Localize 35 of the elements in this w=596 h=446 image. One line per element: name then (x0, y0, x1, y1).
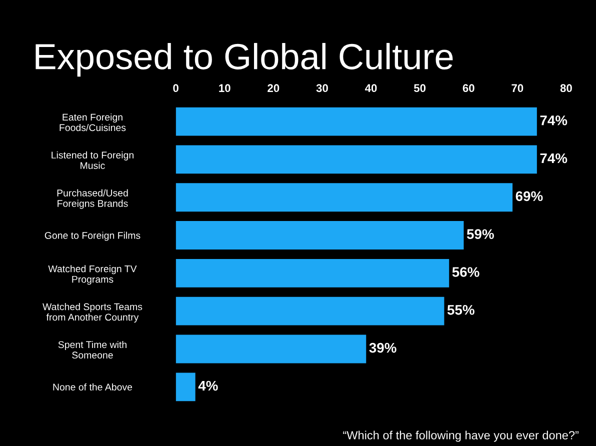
bar (176, 183, 513, 212)
x-tick-label: 40 (365, 84, 377, 92)
bar (176, 221, 464, 250)
y-tick-label: Gone to Foreign Films (44, 232, 140, 241)
bar (176, 145, 537, 174)
data-label: 56% (452, 267, 480, 277)
data-label: 74% (540, 153, 568, 164)
x-tick-label: 30 (316, 84, 328, 92)
y-tick-label: Spent Time with Someone (58, 340, 126, 359)
x-tick-label: 80 (560, 84, 572, 92)
y-tick-label: Watched Sports Teams from Another Country (42, 303, 142, 323)
y-tick-label: Eaten Foreign Foods/Cuisines (60, 113, 126, 132)
data-label: 69% (516, 191, 543, 202)
text: “Which of the following have you ever done?” (343, 430, 579, 442)
data-label: 59% (466, 229, 494, 239)
bar (176, 372, 196, 402)
bar (176, 296, 444, 326)
x-tick-label: 60 (462, 84, 474, 92)
chart-title: Exposed to Global Culture (36, 42, 453, 77)
x-tick-label: 10 (219, 84, 230, 92)
bar (176, 258, 450, 288)
x-tick-label: 70 (512, 84, 524, 92)
y-tick-label: Watched Foreign TV Programs (48, 265, 137, 285)
y-tick-label: Purchased/Used Foreigns Brands (57, 189, 128, 209)
y-tick-label: None of the Above (53, 383, 132, 391)
data-label: 55% (447, 305, 474, 315)
data-label: 4% (198, 380, 218, 391)
y-tick-label: Listened to Foreign Music (52, 151, 134, 170)
x-tick-label: 50 (414, 84, 426, 92)
data-label: 39% (369, 342, 396, 353)
bar (176, 107, 537, 136)
x-tick-label: 0 (173, 84, 178, 92)
data-label: 74% (540, 115, 568, 126)
bar (176, 334, 366, 364)
x-tick-label: 20 (268, 84, 280, 92)
